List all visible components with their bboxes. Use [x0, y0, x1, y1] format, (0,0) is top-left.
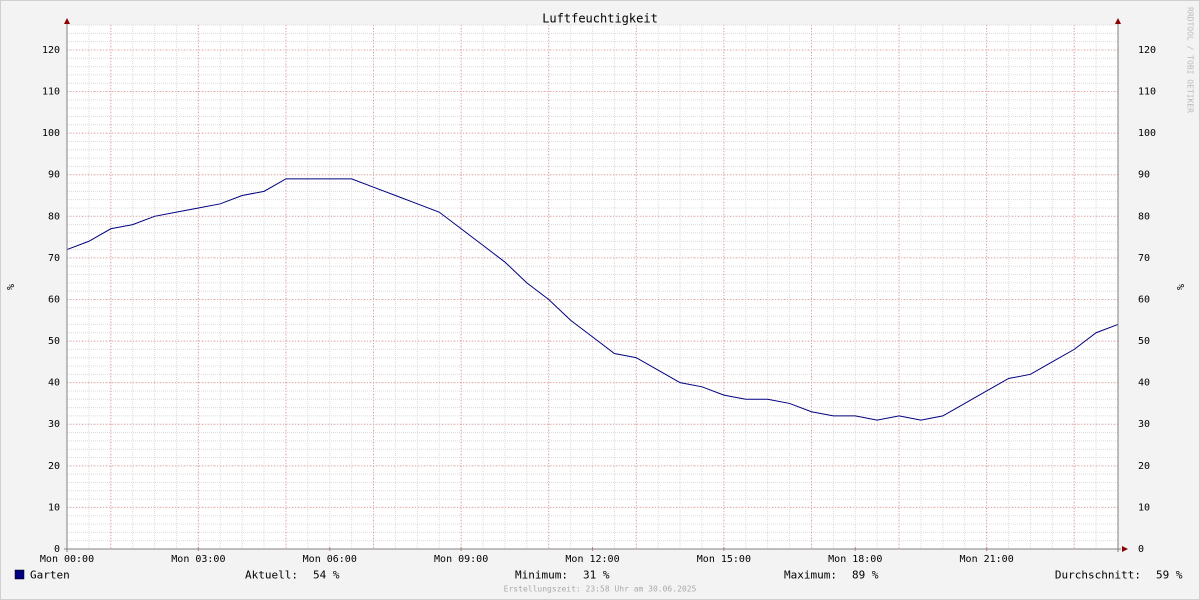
marks [66, 178, 1119, 421]
x-tick-label: Mon 00:00 [40, 554, 94, 565]
y-axis-label: % [4, 284, 15, 290]
footer: Erstellungszeit: 23:58 Uhr am 30.06.2025 [504, 585, 697, 594]
stat-label: Minimum: [515, 569, 568, 582]
x-tick-label: Mon 15:00 [697, 554, 751, 565]
y-tick-label: 80 [48, 211, 60, 222]
data-line [66, 178, 1119, 421]
y2-tick-label: 20 [1138, 461, 1150, 472]
axis-arrow [1115, 18, 1121, 24]
watermark: RRDTOOL / TOBI OETIKER [1186, 7, 1195, 113]
x-tick-label: Mon 18:00 [828, 554, 882, 565]
y2-tick-label: 70 [1138, 253, 1150, 264]
stat-value: 54 % [313, 569, 340, 582]
axis-arrow [64, 18, 70, 24]
y2-tick-label: 60 [1138, 294, 1150, 305]
stat-label: Aktuell: [245, 569, 298, 582]
stat-label: Maximum: [784, 569, 837, 582]
y2-tick-label: 120 [1138, 45, 1156, 56]
y-tick-label: 110 [42, 87, 60, 98]
y-tick-label: 60 [48, 294, 60, 305]
y2-tick-label: 0 [1138, 544, 1144, 555]
y2-tick-label: 90 [1138, 170, 1150, 181]
stat-label: Durchschnitt: [1055, 569, 1141, 582]
y2-tick-label: 110 [1138, 87, 1156, 98]
x-tick-label: Mon 21:00 [960, 554, 1014, 565]
y2-tick-label: 40 [1138, 378, 1150, 389]
grid [66, 24, 1119, 551]
y2-tick-label: 80 [1138, 211, 1150, 222]
y2-tick-label: 30 [1138, 419, 1150, 430]
y-tick-label: 120 [42, 45, 60, 56]
y-tick-label: 100 [42, 128, 60, 139]
chart-title: Luftfeuchtigkeit [542, 12, 658, 26]
stat-value: 59 % [1156, 569, 1183, 582]
x-tick-label: Mon 09:00 [434, 554, 488, 565]
y2-tick-label: 100 [1138, 128, 1156, 139]
y-tick-label: 90 [48, 170, 60, 181]
y-tick-label: 40 [48, 378, 60, 389]
stat-value: 31 % [583, 569, 610, 582]
y-tick-label: 30 [48, 419, 60, 430]
y-tick-label: 10 [48, 502, 60, 513]
y-tick-label: 0 [54, 544, 60, 555]
x-tick-label: Mon 03:00 [171, 554, 225, 565]
y2-axis-label: % [1174, 284, 1185, 290]
y2-tick-label: 10 [1138, 502, 1150, 513]
legend-swatch [14, 569, 25, 580]
y-tick-label: 70 [48, 253, 60, 264]
y-tick-label: 20 [48, 461, 60, 472]
legend-label: Garten [30, 569, 70, 582]
y2-tick-label: 50 [1138, 336, 1150, 347]
x-tick-label: Mon 12:00 [565, 554, 619, 565]
x-tick-label: Mon 06:00 [303, 554, 357, 565]
stat-value: 89 % [852, 569, 879, 582]
axis-arrow [1122, 546, 1128, 552]
y-tick-label: 50 [48, 336, 60, 347]
